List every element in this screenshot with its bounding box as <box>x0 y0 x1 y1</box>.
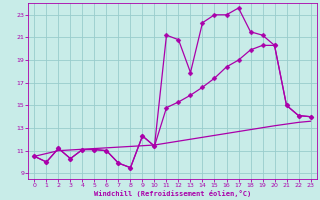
X-axis label: Windchill (Refroidissement éolien,°C): Windchill (Refroidissement éolien,°C) <box>94 190 251 197</box>
